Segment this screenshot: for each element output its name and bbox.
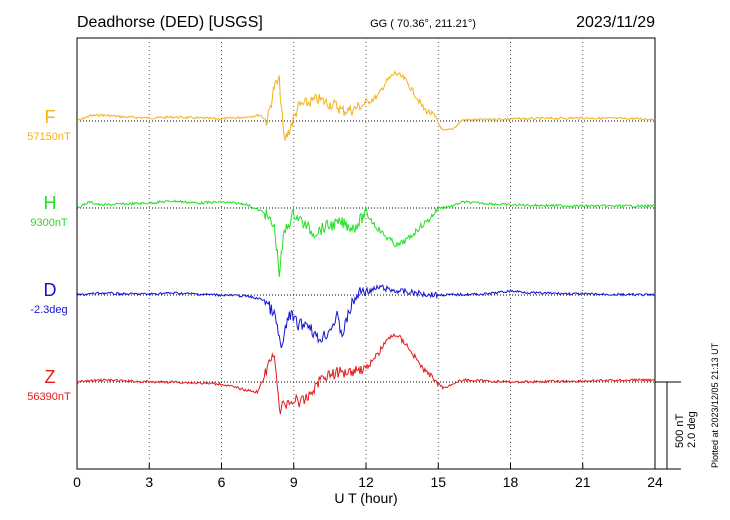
trace-d bbox=[76, 284, 656, 349]
x-tick-label-18: 18 bbox=[503, 474, 519, 490]
trace-f bbox=[76, 69, 656, 141]
baseline-value-f: 57150nT bbox=[27, 131, 71, 143]
channel-label-z: Z bbox=[45, 367, 56, 387]
x-tick-label-9: 9 bbox=[290, 474, 298, 490]
baseline-value-h: 9300nT bbox=[30, 217, 68, 229]
station-coords: GG ( 70.36°, 211.21°) bbox=[370, 18, 476, 30]
chart-date: 2023/11/29 bbox=[576, 14, 655, 31]
plotted-timestamp: Plotted at 2023/12/05 21:13 UT bbox=[710, 342, 720, 468]
x-tick-label-3: 3 bbox=[145, 474, 153, 490]
trace-h bbox=[76, 199, 656, 278]
scale-label-deg: 2.0 deg bbox=[686, 411, 698, 448]
x-tick-label-24: 24 bbox=[647, 474, 663, 490]
trace-z bbox=[76, 333, 656, 415]
x-tick-label-15: 15 bbox=[430, 474, 446, 490]
channel-label-f: F bbox=[45, 107, 56, 127]
baseline-value-z: 56390nT bbox=[27, 391, 71, 403]
x-tick-label-12: 12 bbox=[358, 474, 374, 490]
scale-bar: 500 nT 2.0 deg bbox=[655, 381, 698, 470]
channel-label-h: H bbox=[44, 193, 57, 213]
scale-label-nt: 500 nT bbox=[674, 413, 686, 448]
x-tick-label-0: 0 bbox=[73, 474, 81, 490]
x-axis-label: U T (hour) bbox=[334, 490, 397, 506]
x-ticks: 0 3 6 9 12 15 18 21 24 bbox=[73, 463, 663, 490]
channel-label-d: D bbox=[44, 280, 57, 300]
chart-title: Deadhorse (DED) [USGS] bbox=[77, 14, 263, 31]
x-tick-label-6: 6 bbox=[218, 474, 226, 490]
series-traces bbox=[76, 69, 656, 415]
grid-lines bbox=[148, 38, 584, 469]
x-tick-label-21: 21 bbox=[575, 474, 591, 490]
baseline-value-d: -2.3deg bbox=[30, 304, 67, 316]
